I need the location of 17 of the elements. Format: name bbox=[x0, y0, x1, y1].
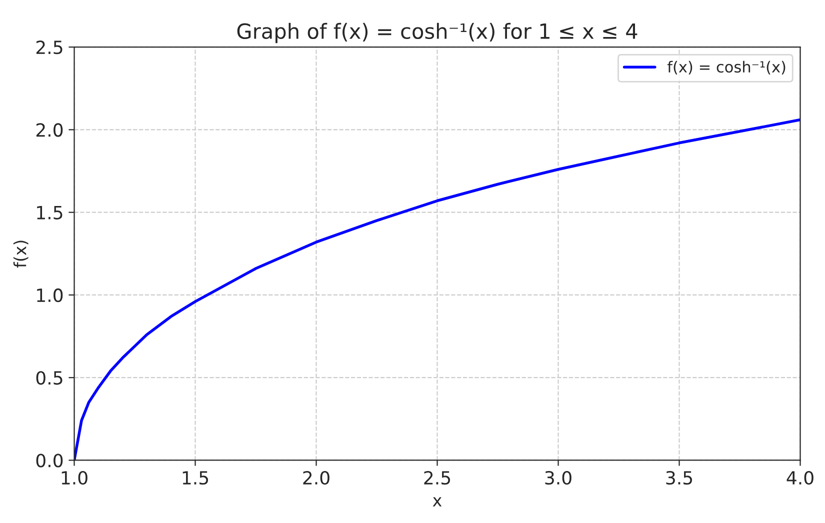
legend-label: f(x) = cosh⁻¹(x) bbox=[667, 60, 786, 74]
x-tick-label: 3.0 bbox=[545, 470, 572, 485]
y-tick-label: 1.0 bbox=[37, 288, 63, 302]
x-tick-label: 3.5 bbox=[666, 470, 692, 485]
y-axis-title: f(x) bbox=[13, 240, 28, 268]
x-tick-label: 4.0 bbox=[786, 470, 814, 485]
y-tick-label: 2.5 bbox=[36, 40, 62, 54]
y-tick-label: 1.5 bbox=[37, 206, 62, 220]
chart-title: Graph of f(x) = cosh⁻¹(x) for 1 ≤ x ≤ 4 bbox=[237, 22, 638, 44]
y-tick-label: 0.0 bbox=[36, 454, 63, 468]
y-tick-label: 2.0 bbox=[36, 123, 63, 137]
x-tick-label: 2.0 bbox=[303, 470, 330, 485]
x-tick-label: 1.5 bbox=[182, 471, 208, 485]
y-tick-label: 0.5 bbox=[36, 371, 62, 385]
x-tick-label: 1.0 bbox=[62, 470, 88, 485]
x-tick-label: 2.5 bbox=[424, 470, 450, 485]
x-axis-title: x bbox=[432, 497, 442, 506]
